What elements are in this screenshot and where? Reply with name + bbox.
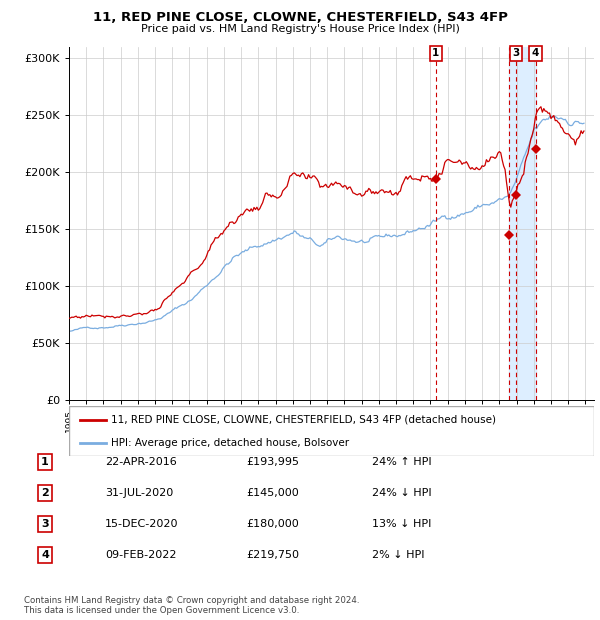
Text: 4: 4 bbox=[532, 48, 539, 58]
Text: £193,995: £193,995 bbox=[246, 457, 299, 467]
Text: 1: 1 bbox=[41, 457, 49, 467]
Text: 3: 3 bbox=[512, 48, 520, 58]
Text: Contains HM Land Registry data © Crown copyright and database right 2024.
This d: Contains HM Land Registry data © Crown c… bbox=[24, 596, 359, 615]
Text: 09-FEB-2022: 09-FEB-2022 bbox=[105, 550, 176, 560]
Text: £145,000: £145,000 bbox=[246, 488, 299, 498]
Text: 1: 1 bbox=[432, 48, 439, 58]
Bar bbox=[509, 46, 536, 400]
Text: 31-JUL-2020: 31-JUL-2020 bbox=[105, 488, 173, 498]
Text: 13% ↓ HPI: 13% ↓ HPI bbox=[372, 519, 431, 529]
Text: 24% ↓ HPI: 24% ↓ HPI bbox=[372, 488, 431, 498]
Text: £180,000: £180,000 bbox=[246, 519, 299, 529]
Text: 4: 4 bbox=[41, 550, 49, 560]
Text: 24% ↑ HPI: 24% ↑ HPI bbox=[372, 457, 431, 467]
Text: 2% ↓ HPI: 2% ↓ HPI bbox=[372, 550, 425, 560]
Text: 22-APR-2016: 22-APR-2016 bbox=[105, 457, 177, 467]
FancyBboxPatch shape bbox=[69, 406, 594, 456]
Text: 15-DEC-2020: 15-DEC-2020 bbox=[105, 519, 179, 529]
Text: Price paid vs. HM Land Registry's House Price Index (HPI): Price paid vs. HM Land Registry's House … bbox=[140, 24, 460, 33]
Text: 3: 3 bbox=[41, 519, 49, 529]
Text: £219,750: £219,750 bbox=[246, 550, 299, 560]
Text: 2: 2 bbox=[41, 488, 49, 498]
Text: 11, RED PINE CLOSE, CLOWNE, CHESTERFIELD, S43 4FP (detached house): 11, RED PINE CLOSE, CLOWNE, CHESTERFIELD… bbox=[111, 415, 496, 425]
Text: HPI: Average price, detached house, Bolsover: HPI: Average price, detached house, Bols… bbox=[111, 438, 349, 448]
Text: 11, RED PINE CLOSE, CLOWNE, CHESTERFIELD, S43 4FP: 11, RED PINE CLOSE, CLOWNE, CHESTERFIELD… bbox=[92, 11, 508, 24]
